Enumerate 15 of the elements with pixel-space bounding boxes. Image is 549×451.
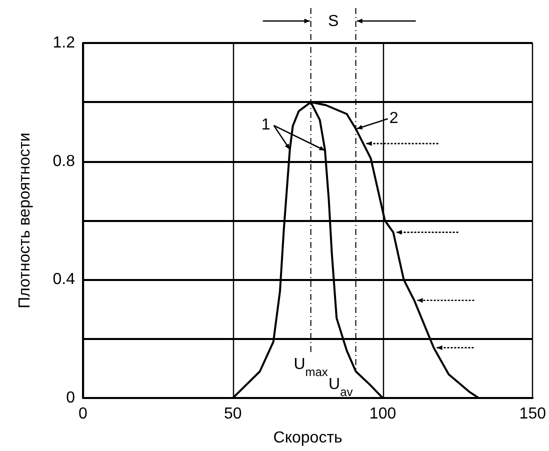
y-tick-label: 0.4 [52,271,76,288]
y-axis-title: Плотность вероятности [16,132,34,308]
ref-line-label: U$_{av}$ [328,376,353,399]
legend-label: 2 [389,110,398,127]
ref-line-label: U$_{max}$ [294,356,328,379]
x-tick-label: 100 [369,406,396,422]
x-axis-title: Скорость [273,430,342,446]
y-tick-label: 0.8 [52,152,76,170]
y-tick-label: 0 [66,390,76,406]
x-tick-label: 150 [519,406,546,422]
x-tick-label: 0 [78,406,88,422]
y-tick-label: 1.2 [52,34,76,52]
x-tick-label: 50 [224,406,242,422]
series-label: 1 [261,116,270,134]
text: S [328,13,339,30]
